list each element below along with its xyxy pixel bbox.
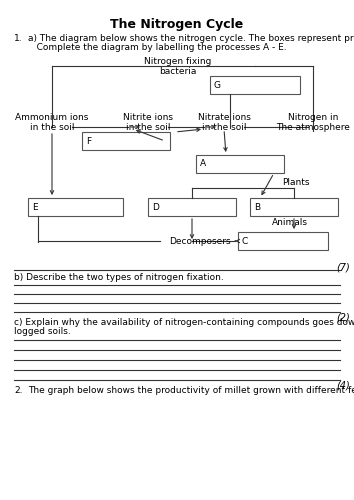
Text: logged soils.: logged soils. bbox=[14, 327, 71, 336]
Text: G: G bbox=[214, 80, 221, 90]
Text: Decomposers: Decomposers bbox=[169, 236, 231, 246]
Text: Nitrogen in
The atmosphere: Nitrogen in The atmosphere bbox=[276, 113, 350, 132]
Text: a) The diagram below shows the nitrogen cycle. The boxes represent processes.: a) The diagram below shows the nitrogen … bbox=[28, 34, 354, 43]
Text: (2): (2) bbox=[336, 312, 350, 322]
Bar bbox=[250, 198, 338, 216]
Bar bbox=[238, 232, 328, 250]
Text: (7): (7) bbox=[336, 263, 350, 273]
Bar bbox=[148, 198, 236, 216]
Text: Complete the diagram by labelling the processes A - E.: Complete the diagram by labelling the pr… bbox=[28, 43, 287, 52]
Text: Nitrogen fixing
bacteria: Nitrogen fixing bacteria bbox=[144, 57, 212, 76]
Text: B: B bbox=[254, 202, 260, 211]
Text: c) Explain why the availability of nitrogen-containing compounds goes down in wa: c) Explain why the availability of nitro… bbox=[14, 318, 354, 327]
Text: b) Describe the two types of nitrogen fixation.: b) Describe the two types of nitrogen fi… bbox=[14, 273, 224, 282]
Text: C: C bbox=[242, 236, 248, 246]
Text: Animals: Animals bbox=[272, 218, 308, 227]
Text: E: E bbox=[32, 202, 38, 211]
Text: (4): (4) bbox=[336, 380, 350, 390]
Text: D: D bbox=[152, 202, 159, 211]
Bar bbox=[82, 132, 170, 150]
Text: F: F bbox=[86, 136, 91, 145]
Text: The Nitrogen Cycle: The Nitrogen Cycle bbox=[110, 18, 244, 31]
Text: 1.: 1. bbox=[14, 34, 23, 43]
Text: Ammonium ions
in the soil: Ammonium ions in the soil bbox=[15, 113, 89, 132]
Text: A: A bbox=[200, 160, 206, 168]
Text: 2.: 2. bbox=[14, 386, 23, 395]
Bar bbox=[28, 198, 123, 216]
Text: Plants: Plants bbox=[282, 178, 309, 187]
Text: Nitrate ions
in the soil: Nitrate ions in the soil bbox=[198, 113, 250, 132]
Bar bbox=[196, 155, 284, 173]
Text: Nitrite ions
in the soil: Nitrite ions in the soil bbox=[123, 113, 173, 132]
Text: The graph below shows the productivity of millet grown with different fertiliser: The graph below shows the productivity o… bbox=[28, 386, 354, 395]
Bar bbox=[210, 76, 300, 94]
